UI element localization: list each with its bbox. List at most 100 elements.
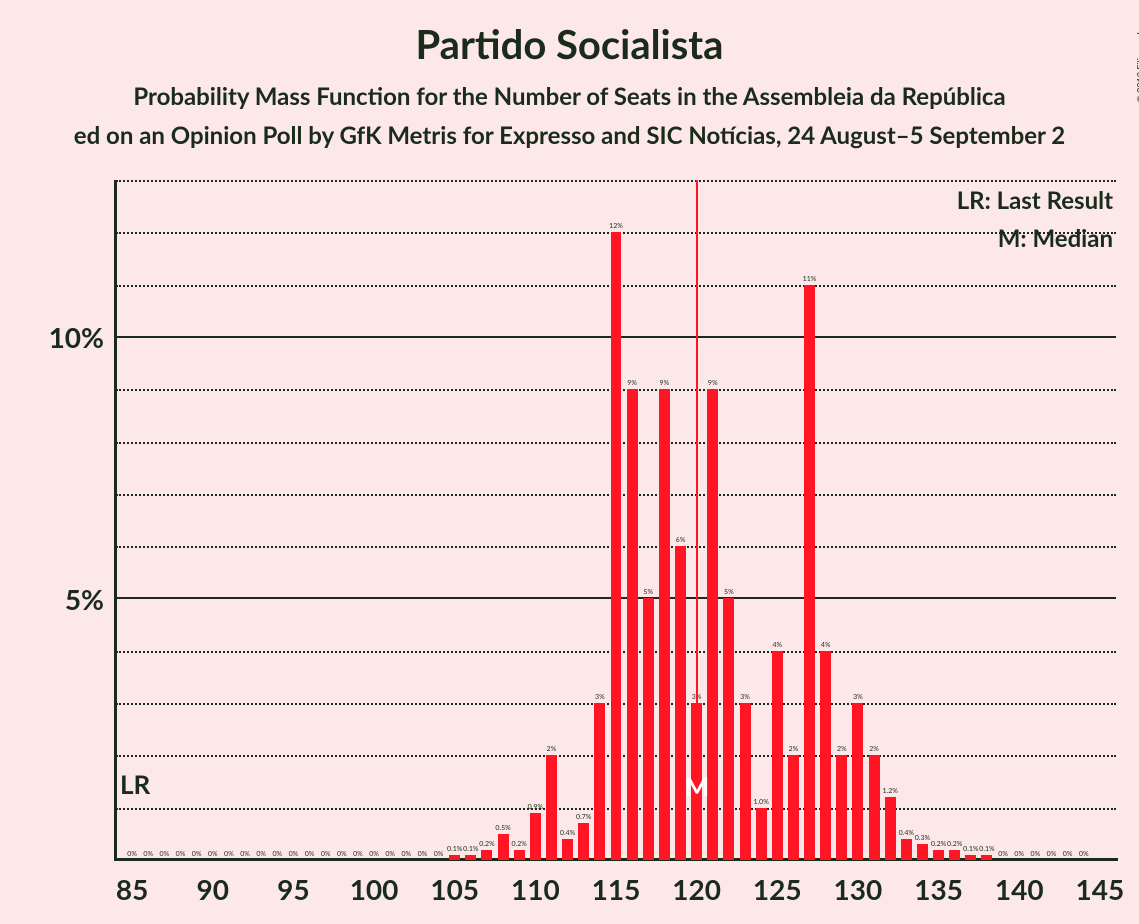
bar-value-label: 9%	[660, 379, 670, 387]
bar	[530, 813, 541, 860]
bar-value-label: 2%	[869, 745, 879, 753]
chart-subtitle-2: ed on an Opinion Poll by GfK Metris for …	[0, 121, 1139, 150]
bar	[659, 389, 670, 860]
bar	[578, 823, 589, 860]
bar-value-label: 0%	[192, 850, 202, 858]
bar-value-label: 3%	[853, 693, 863, 701]
bar-value-label: 0.2%	[479, 840, 494, 848]
bar-value-label: 0%	[353, 850, 363, 858]
bar	[917, 844, 928, 860]
bar-value-label: 0%	[1063, 850, 1073, 858]
bar-value-label: 0%	[1014, 850, 1024, 858]
bar-value-label: 0%	[289, 850, 299, 858]
xtick-label: 120	[657, 872, 737, 906]
bar	[901, 839, 912, 860]
bar-value-label: 0%	[369, 850, 379, 858]
bar-value-label: 2%	[547, 745, 557, 753]
bar-value-label: 0.9%	[528, 803, 543, 811]
bar-value-label: 0%	[127, 850, 137, 858]
bar-value-label: 5%	[643, 588, 653, 596]
bar	[965, 855, 976, 860]
bar	[449, 855, 460, 860]
bar-value-label: 3%	[595, 693, 605, 701]
bar-value-label: 1.0%	[753, 798, 768, 806]
bar-value-label: 0%	[337, 850, 347, 858]
grid-minor	[116, 180, 1116, 182]
ytick-label: 5%	[14, 582, 104, 616]
bar-value-label: 0%	[1079, 850, 1089, 858]
bar	[820, 651, 831, 860]
bar-value-label: 4%	[772, 641, 782, 649]
bar-value-label: 0.2%	[947, 840, 962, 848]
bar-value-label: 0%	[321, 850, 331, 858]
bar-value-label: 2%	[789, 745, 799, 753]
bar	[933, 850, 944, 860]
bar-value-label: 0%	[385, 850, 395, 858]
bar	[611, 232, 622, 860]
bar	[465, 855, 476, 860]
lr-marker: LR	[120, 768, 150, 800]
bar-value-label: 6%	[676, 536, 686, 544]
bar-value-label: 0%	[418, 850, 428, 858]
bar-value-label: 0.5%	[495, 824, 510, 832]
bar	[788, 755, 799, 860]
chart-title: Partido Socialista	[0, 20, 1139, 68]
bar-value-label: 0.1%	[979, 845, 994, 853]
bar	[546, 755, 557, 860]
ytick-label: 10%	[14, 320, 104, 354]
bar	[949, 850, 960, 860]
median-line	[696, 180, 698, 860]
bar-value-label: 0.1%	[463, 845, 478, 853]
bar-value-label: 3%	[740, 693, 750, 701]
bar	[627, 389, 638, 860]
bar-value-label: 9%	[708, 379, 718, 387]
bar-value-label: 5%	[724, 588, 734, 596]
bar	[675, 546, 686, 860]
bar-value-label: 0.2%	[512, 840, 527, 848]
xtick-label: 135	[899, 872, 979, 906]
bar-value-label: 0%	[998, 850, 1008, 858]
bar	[836, 755, 847, 860]
chart-container: Partido Socialista Probability Mass Func…	[0, 0, 1139, 924]
bar-value-label: 0%	[224, 850, 234, 858]
bar-value-label: 0%	[1047, 850, 1057, 858]
bar	[562, 839, 573, 860]
bar	[804, 285, 815, 860]
xtick-label: 85	[92, 872, 172, 906]
xtick-label: 105	[415, 872, 495, 906]
bar	[643, 598, 654, 860]
bar	[756, 808, 767, 860]
xtick-label: 130	[818, 872, 898, 906]
xtick-label: 95	[253, 872, 333, 906]
bar-value-label: 0%	[240, 850, 250, 858]
median-marker: M	[685, 770, 710, 802]
bar-value-label: 0.4%	[560, 829, 575, 837]
bar-value-label: 0%	[272, 850, 282, 858]
bar-value-label: 0%	[256, 850, 266, 858]
bar	[869, 755, 880, 860]
bar	[594, 703, 605, 860]
bar-value-label: 0%	[176, 850, 186, 858]
bar-value-label: 0%	[1031, 850, 1041, 858]
bar	[498, 834, 509, 860]
bar-value-label: 4%	[821, 641, 831, 649]
xtick-label: 100	[334, 872, 414, 906]
plot-area: 0% 0% 0% 0% 0% 0% 0% 0% 0% 0% 0% 0% 0% 0% 0% 0% 0% 0% 0% 0%…	[116, 180, 1116, 860]
bar	[723, 598, 734, 860]
bar	[481, 850, 492, 860]
bar-value-label: 1.2%	[882, 787, 897, 795]
bar-value-label: 12%	[609, 222, 623, 230]
bar-value-label: 0%	[143, 850, 153, 858]
bar	[514, 850, 525, 860]
bar	[852, 703, 863, 860]
bar-value-label: 0.4%	[899, 829, 914, 837]
xtick-label: 90	[173, 872, 253, 906]
xtick-label: 145	[1060, 872, 1139, 906]
bar	[885, 797, 896, 860]
bar-value-label: 0.2%	[931, 840, 946, 848]
bar-value-label: 2%	[837, 745, 847, 753]
bar-value-label: 0%	[305, 850, 315, 858]
bar-value-label: 0%	[160, 850, 170, 858]
bar-value-label: 11%	[803, 275, 817, 283]
bar-value-label: 0.3%	[915, 834, 930, 842]
